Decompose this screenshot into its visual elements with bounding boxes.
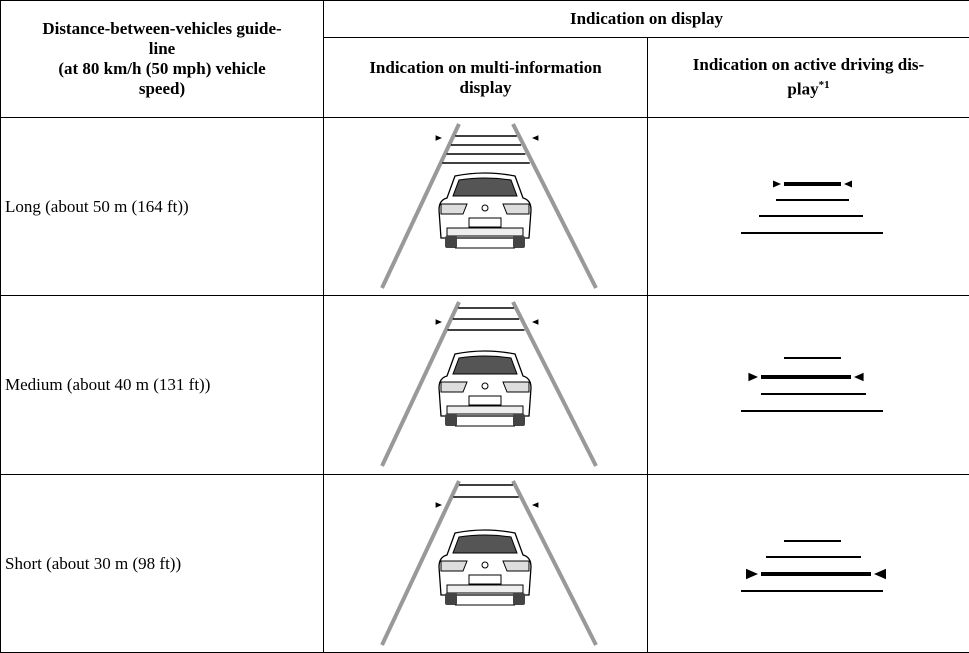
footnote-ref: *1 [819, 79, 830, 91]
arrow-marker [436, 135, 442, 141]
car-part [441, 382, 467, 392]
header-cell: Indication on multi-information display [324, 38, 648, 118]
header-text: speed) [1, 79, 323, 99]
car-part [445, 414, 457, 426]
row-label: Long (about 50 m (164 ft)) [1, 118, 324, 296]
car [439, 351, 531, 426]
car-part [469, 218, 501, 227]
header-text: Indication on display [570, 9, 723, 28]
row-label: Medium (about 40 m (131 ft)) [1, 296, 324, 475]
car-part [513, 414, 525, 426]
car-part [441, 204, 467, 214]
active-display-illustration [648, 475, 968, 651]
arrow-marker [874, 569, 886, 580]
multi-info-cell [324, 118, 648, 296]
header-cell: Indication on display [324, 1, 969, 38]
car-part [445, 236, 457, 248]
arrow-marker [532, 319, 538, 325]
row-label: Short (about 30 m (98 ft)) [1, 475, 324, 653]
car [439, 173, 531, 248]
car-part [513, 593, 525, 605]
car-part [445, 593, 457, 605]
car-part [447, 585, 523, 593]
active-display-illustration [648, 296, 968, 473]
car-part [453, 178, 517, 196]
header-text: line [1, 39, 323, 59]
arrow-marker [854, 373, 864, 381]
multi-info-cell [324, 296, 648, 475]
multi-info-illustration [324, 118, 646, 294]
car-part [503, 382, 529, 392]
row: Short (about 30 m (98 ft)) [1, 475, 969, 653]
arrow-marker [746, 569, 758, 580]
arrow-marker [748, 373, 758, 381]
arrow-marker [773, 181, 781, 188]
active-display-cell [648, 296, 969, 475]
header-text: Indication on multi-information [324, 58, 647, 78]
car-part [453, 535, 517, 553]
row: Long (about 50 m (164 ft)) [1, 118, 969, 296]
car-part [469, 575, 501, 584]
active-display-cell [648, 118, 969, 296]
active-display-illustration [648, 118, 968, 294]
car-part [447, 228, 523, 236]
header-text: play*1 [648, 75, 969, 100]
arrow-marker [844, 181, 852, 188]
multi-info-illustration [324, 475, 646, 651]
multi-info-cell [324, 475, 648, 653]
header-text: Distance-between-vehicles guide- [1, 19, 323, 39]
car-part [441, 561, 467, 571]
header-text: play [787, 80, 818, 99]
car-part [503, 204, 529, 214]
header-text: (at 80 km/h (50 mph) vehicle [1, 59, 323, 79]
header-text: display [324, 78, 647, 98]
header-cell: Distance-between-vehicles guide- line (a… [1, 1, 324, 118]
arrow-marker [532, 135, 538, 141]
header-text: Indication on active driving dis- [648, 55, 969, 75]
car-part [503, 561, 529, 571]
car [439, 530, 531, 605]
multi-info-illustration [324, 296, 646, 473]
arrow-marker [436, 319, 442, 325]
car-part [453, 356, 517, 374]
car-part [469, 396, 501, 405]
arrow-marker [436, 502, 442, 508]
car-part [447, 406, 523, 414]
active-display-cell [648, 475, 969, 653]
header-row: Distance-between-vehicles guide- line (a… [1, 1, 969, 38]
car-part [513, 236, 525, 248]
header-cell: Indication on active driving dis- play*1 [648, 38, 969, 118]
row: Medium (about 40 m (131 ft)) [1, 296, 969, 475]
arrow-marker [532, 502, 538, 508]
